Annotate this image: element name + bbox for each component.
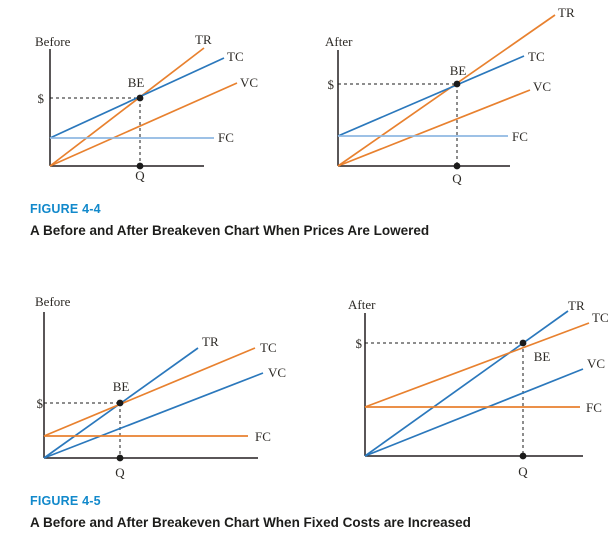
figure-label: FIGURE 4-5 <box>30 494 101 508</box>
panel-title: Before <box>35 34 71 49</box>
chart-fig45-after: TR TC VC FC After BE $ Q <box>348 297 609 479</box>
be-label: BE <box>534 349 551 364</box>
q-label: Q <box>135 168 145 183</box>
q-point <box>136 162 144 170</box>
chart-fig44-after: TR TC VC FC After BE $ Q <box>325 5 575 186</box>
tc-label: TC <box>260 340 277 355</box>
figure-caption: A Before and After Breakeven Chart When … <box>30 223 430 238</box>
tr-line <box>364 310 569 457</box>
tc-label: TC <box>528 49 545 64</box>
vc-label: VC <box>533 79 551 94</box>
q-point <box>116 454 124 462</box>
dollar-label: $ <box>356 336 363 351</box>
vc-label: VC <box>240 75 258 90</box>
dollar-label: $ <box>38 91 45 106</box>
dollar-label: $ <box>328 77 335 92</box>
tc-label: TC <box>227 49 244 64</box>
chart-fig44-before: TR TC VC FC Before BE $ Q <box>35 32 258 183</box>
fc-label: FC <box>586 400 602 415</box>
panel-title: After <box>325 34 353 49</box>
q-label: Q <box>518 464 528 479</box>
chart-fig45-before: TR TC VC FC Before BE $ Q <box>35 294 286 480</box>
tr-label: TR <box>195 32 212 47</box>
vc-line <box>364 368 584 457</box>
fc-label: FC <box>218 130 234 145</box>
dollar-label: $ <box>37 396 44 411</box>
be-point <box>519 339 527 347</box>
be-point <box>116 399 124 407</box>
q-label: Q <box>115 465 125 480</box>
tc-line <box>337 55 525 137</box>
vc-line <box>337 89 531 167</box>
panel-title: Before <box>35 294 71 309</box>
vc-line <box>49 82 238 167</box>
vc-label: VC <box>268 365 286 380</box>
tr-line <box>49 47 205 167</box>
tc-line <box>364 322 590 408</box>
figure-caption: A Before and After Breakeven Chart When … <box>30 515 471 530</box>
fc-label: FC <box>512 129 528 144</box>
fc-label: FC <box>255 429 271 444</box>
q-point <box>453 162 461 170</box>
be-label: BE <box>450 63 467 78</box>
figure-label: FIGURE 4-4 <box>30 202 101 216</box>
be-point <box>136 94 144 102</box>
panel-title: After <box>348 297 376 312</box>
be-label: BE <box>128 75 145 90</box>
vc-label: VC <box>587 356 605 371</box>
tc-line <box>43 347 256 437</box>
tc-label: TC <box>592 310 609 325</box>
q-label: Q <box>452 171 462 186</box>
be-point <box>453 80 461 88</box>
tr-label: TR <box>568 298 585 313</box>
tr-label: TR <box>202 334 219 349</box>
vc-line <box>43 372 264 459</box>
q-point <box>519 452 527 460</box>
tr-label: TR <box>558 5 575 20</box>
tr-line <box>337 14 556 167</box>
be-label: BE <box>113 379 130 394</box>
